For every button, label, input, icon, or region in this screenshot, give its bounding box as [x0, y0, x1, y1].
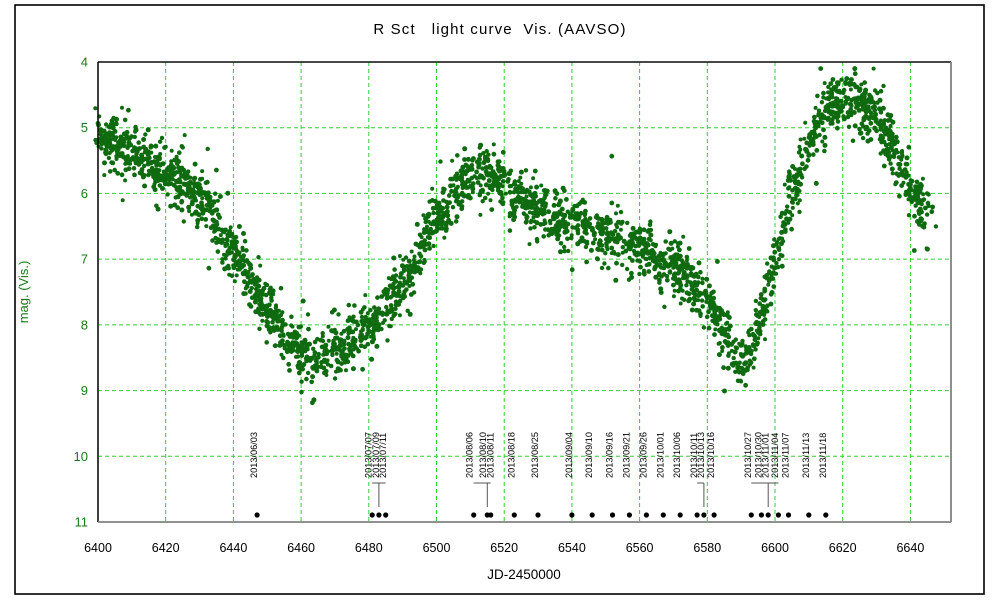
svg-text:2013/06/03: 2013/06/03	[249, 432, 259, 478]
svg-text:2013/09/21: 2013/09/21	[621, 432, 631, 478]
svg-text:6580: 6580	[693, 541, 721, 555]
svg-text:2013/09/10: 2013/09/10	[584, 432, 594, 478]
svg-text:2013/08/11: 2013/08/11	[485, 433, 495, 478]
svg-text:2013/10/01: 2013/10/01	[655, 432, 665, 478]
svg-text:2013/08/18: 2013/08/18	[506, 432, 516, 478]
svg-text:7: 7	[81, 252, 88, 267]
svg-text:2013/10/06: 2013/10/06	[672, 432, 682, 478]
svg-text:2013/10/13: 2013/10/13	[696, 432, 706, 478]
svg-text:6500: 6500	[423, 541, 451, 555]
svg-text:2013/11/01: 2013/11/01	[761, 433, 771, 478]
svg-text:2013/10/16: 2013/10/16	[706, 432, 716, 478]
svg-text:2013/11/13: 2013/11/13	[801, 433, 811, 478]
svg-text:9: 9	[81, 383, 88, 398]
svg-text:4: 4	[81, 55, 88, 70]
svg-text:2013/09/04: 2013/09/04	[564, 432, 574, 478]
svg-text:6: 6	[81, 186, 88, 201]
svg-text:mag. (Vis.): mag. (Vis.)	[16, 261, 31, 324]
svg-text:JD-2450000: JD-2450000	[487, 567, 561, 582]
svg-text:10: 10	[74, 449, 88, 464]
svg-text:2013/09/26: 2013/09/26	[638, 432, 648, 478]
svg-text:6620: 6620	[829, 541, 857, 555]
svg-text:6560: 6560	[626, 541, 654, 555]
svg-text:6600: 6600	[761, 541, 789, 555]
svg-text:2013/11/04: 2013/11/04	[770, 433, 780, 478]
svg-text:6640: 6640	[896, 541, 924, 555]
svg-text:6440: 6440	[219, 541, 247, 555]
svg-text:5: 5	[81, 120, 88, 135]
svg-text:6420: 6420	[152, 541, 180, 555]
svg-text:6520: 6520	[490, 541, 518, 555]
svg-text:6480: 6480	[355, 541, 383, 555]
svg-text:2013/11/18: 2013/11/18	[818, 433, 828, 478]
svg-text:2013/09/16: 2013/09/16	[605, 432, 615, 478]
svg-text:R Sct light curve Vis. (AAV: R Sct light curve Vis. (AAVSO)	[373, 21, 626, 38]
svg-text:6540: 6540	[558, 541, 586, 555]
svg-text:6400: 6400	[84, 541, 112, 555]
svg-text:6460: 6460	[287, 541, 315, 555]
svg-text:2013/10/27: 2013/10/27	[743, 432, 753, 478]
svg-text:2013/08/25: 2013/08/25	[530, 432, 540, 478]
svg-text:2013/11/07: 2013/11/07	[781, 433, 791, 478]
svg-text:2013/07/11: 2013/07/11	[378, 433, 388, 478]
svg-text:8: 8	[81, 317, 88, 332]
svg-text:2013/08/06: 2013/08/06	[464, 432, 474, 478]
svg-text:11: 11	[75, 515, 89, 530]
